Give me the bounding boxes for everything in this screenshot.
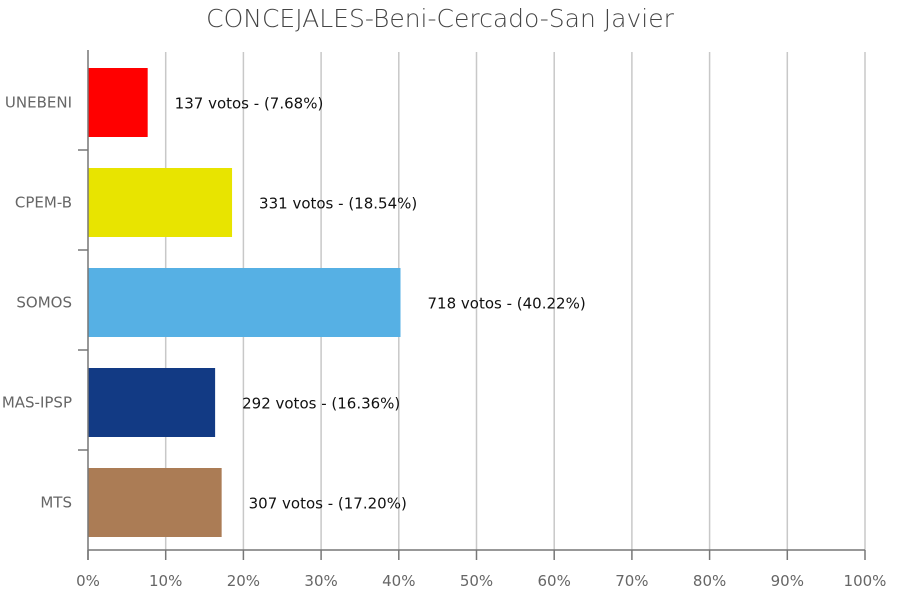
x-tick-label: 60% bbox=[538, 572, 571, 590]
x-tick-label: 70% bbox=[615, 572, 648, 590]
data-label: 718 votos - (40.22%) bbox=[428, 295, 586, 313]
bar bbox=[88, 368, 216, 437]
x-tick-label: 50% bbox=[460, 572, 493, 590]
x-tick-label: 80% bbox=[693, 572, 726, 590]
y-tick-label: UNEBENI bbox=[5, 94, 72, 112]
x-tick-label: 90% bbox=[771, 572, 804, 590]
bar bbox=[88, 468, 222, 537]
x-tick-label: 0% bbox=[76, 572, 100, 590]
bar bbox=[88, 168, 233, 237]
y-tick-label: MAS-IPSP bbox=[2, 394, 72, 412]
data-label: 331 votos - (18.54%) bbox=[259, 195, 417, 213]
y-tick-label: MTS bbox=[40, 494, 72, 512]
chart-title: CONCEJALES-Beni-Cercado-San Javier bbox=[206, 4, 674, 33]
data-label: 307 votos - (17.20%) bbox=[249, 495, 407, 513]
x-tick-label: 30% bbox=[304, 572, 337, 590]
x-tick-label: 10% bbox=[149, 572, 182, 590]
x-tick-label: 20% bbox=[227, 572, 260, 590]
bar bbox=[88, 68, 148, 137]
y-tick-label: SOMOS bbox=[16, 294, 72, 312]
x-tick-label: 40% bbox=[382, 572, 415, 590]
bar bbox=[88, 268, 401, 337]
data-label: 137 votos - (7.68%) bbox=[175, 95, 324, 113]
y-tick-label: CPEM-B bbox=[15, 194, 72, 212]
x-tick-label: 100% bbox=[844, 572, 887, 590]
data-label: 292 votos - (16.36%) bbox=[242, 395, 400, 413]
